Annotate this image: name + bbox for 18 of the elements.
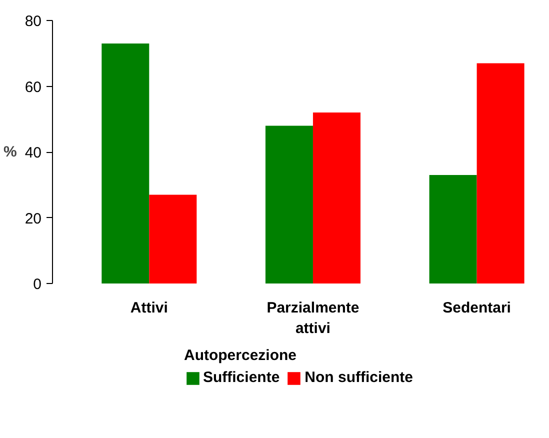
legend-label: Sufficiente: [202, 369, 280, 386]
bar: [265, 126, 313, 284]
bar: [149, 194, 197, 284]
bar: [429, 175, 477, 284]
x-tick-label: Parzialmente attivi: [266, 300, 360, 337]
x-tick-label: Attivi: [130, 300, 168, 316]
y-tick-label: 60: [24, 78, 42, 96]
y-tick-label: 20: [24, 210, 42, 228]
x-tick-label: Sedentari: [442, 300, 511, 316]
bar: [312, 112, 360, 284]
bar: [102, 44, 150, 284]
legend-title: Autopercezione: [184, 347, 298, 364]
y-tick-label: 0: [33, 276, 42, 293]
y-tick-label: 40: [24, 144, 42, 162]
bar: [476, 63, 524, 284]
y-axis-title: %: [3, 144, 17, 160]
legend-label: Non sufficiente: [304, 369, 414, 386]
y-tick-label: 80: [24, 13, 42, 30]
